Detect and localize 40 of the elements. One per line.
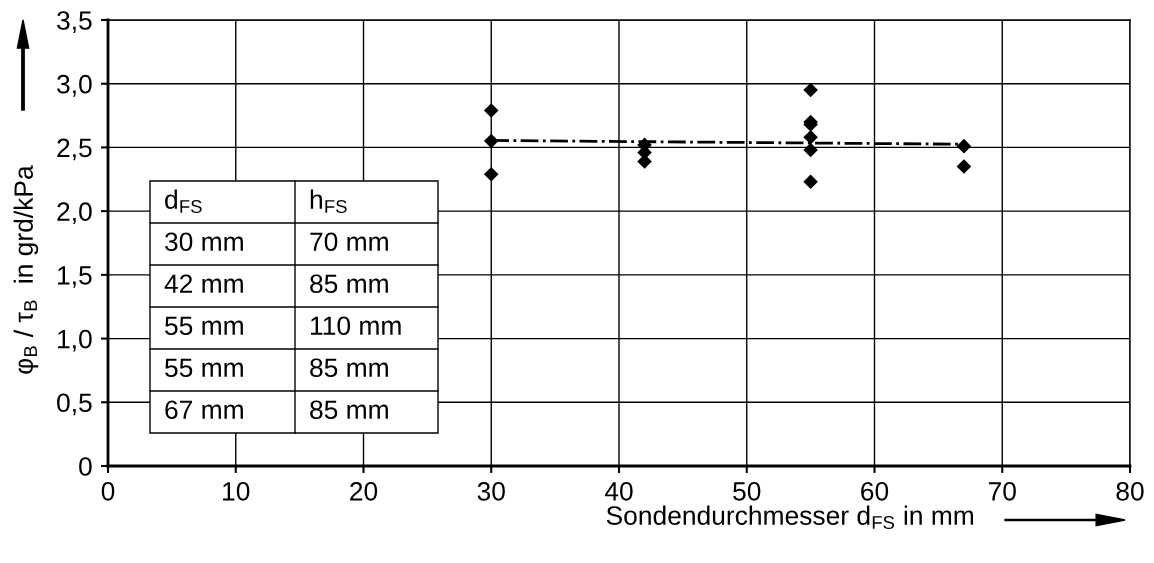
annotation: 85 mm xyxy=(310,400,388,420)
x-tick-label: 60 xyxy=(861,481,889,501)
annotation: 85 mm xyxy=(310,274,388,294)
annotation: 42 mm xyxy=(164,274,243,293)
annotation: h$_{FS}$ xyxy=(310,189,347,214)
annotation: d$_{FS}$ xyxy=(165,189,202,214)
point xyxy=(483,103,499,118)
y-axis-title: φ$_{B}$ / τ$_{B}$ in grd/kPa xyxy=(13,165,39,374)
point xyxy=(483,166,499,182)
point xyxy=(956,138,972,154)
y-tick-label: 3,0 xyxy=(57,74,92,97)
x-tick-label: 70 xyxy=(988,481,1016,501)
annotation: 110 mm xyxy=(311,316,401,336)
x-tick-label: 20 xyxy=(350,481,378,501)
point xyxy=(803,142,818,158)
point xyxy=(956,159,972,174)
annotation: 67 mm xyxy=(165,400,243,420)
x-tick-label: 40 xyxy=(604,481,633,501)
point xyxy=(803,82,818,98)
y-tick-label: 0,5 xyxy=(57,393,92,416)
x-tick-label: 10 xyxy=(223,481,250,501)
annotation: 30 mm xyxy=(165,232,243,252)
x-axis-title: Sondendurchmesser d$_{FS}$ in mm xyxy=(606,505,974,530)
x-tick-label: 0 xyxy=(101,481,115,501)
y-tick-label: 1,5 xyxy=(58,266,92,288)
point xyxy=(483,133,499,149)
y-tick-label: 0 xyxy=(79,457,92,476)
y-tick-label: 3,5 xyxy=(57,11,92,33)
annotation: 70 mm xyxy=(310,232,388,252)
annotation: 55 mm xyxy=(165,358,243,378)
point xyxy=(803,174,818,190)
point xyxy=(803,129,818,145)
x-tick-label: 80 xyxy=(1116,481,1144,501)
y-tick-label: 2,5 xyxy=(57,138,92,161)
y-tick-label: 2,0 xyxy=(57,202,92,225)
y-tick-label: 1,0 xyxy=(58,329,92,352)
x-tick-label: 50 xyxy=(733,481,761,501)
annotation: 85 mm xyxy=(310,358,388,378)
annotation: 55 mm xyxy=(165,316,243,336)
x-tick-label: 30 xyxy=(477,481,505,501)
